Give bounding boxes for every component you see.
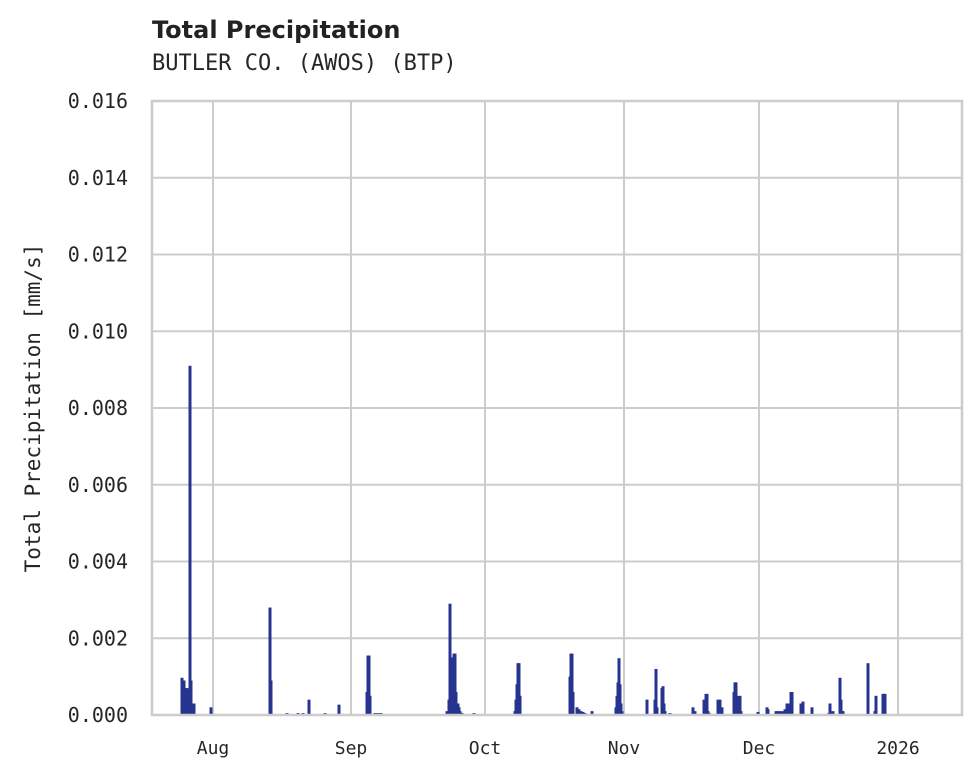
precip-bar bbox=[785, 703, 789, 715]
precip-bar bbox=[209, 707, 213, 715]
chart-title: Total Precipitation bbox=[152, 16, 401, 44]
x-tick-label: Sep bbox=[335, 738, 368, 759]
plot-frame bbox=[150, 99, 964, 717]
x-tick-label: Nov bbox=[608, 738, 641, 759]
grid-lines bbox=[152, 100, 962, 716]
y-tick-label: 0.006 bbox=[68, 473, 128, 497]
precip-bar bbox=[705, 693, 709, 715]
precip-bar bbox=[661, 686, 665, 715]
precip-bar bbox=[866, 663, 870, 715]
y-tick-label: 0.008 bbox=[68, 396, 128, 420]
precip-bar bbox=[766, 709, 770, 715]
precip-bar bbox=[182, 680, 186, 715]
precip-bar bbox=[337, 704, 341, 715]
precip-bar bbox=[619, 703, 623, 715]
precip-bar bbox=[575, 707, 579, 715]
precip-bar bbox=[781, 711, 785, 715]
precip-bar bbox=[577, 709, 581, 715]
precip-bar bbox=[874, 695, 878, 715]
x-tick-label: Oct bbox=[469, 738, 502, 759]
precip-bar bbox=[778, 711, 782, 715]
precip-bar bbox=[839, 699, 843, 715]
y-tick-label: 0.010 bbox=[68, 319, 128, 343]
precip-bar bbox=[662, 703, 666, 715]
precip-bar bbox=[655, 707, 659, 715]
x-tick-label: Dec bbox=[743, 738, 776, 759]
precip-bar bbox=[735, 695, 739, 715]
precip-bar bbox=[368, 695, 372, 715]
x-tick-label: 2026 bbox=[876, 738, 919, 759]
precip-bar bbox=[517, 663, 521, 715]
y-axis-label: Total Precipitation [mm/s] bbox=[21, 244, 45, 573]
precip-bar bbox=[571, 691, 575, 715]
chart-subtitle: BUTLER CO. (AWOS) (BTP) bbox=[152, 51, 457, 76]
precip-bar bbox=[799, 703, 803, 715]
precip-bar bbox=[367, 655, 371, 715]
y-tick-label: 0.000 bbox=[68, 703, 128, 727]
precip-bar bbox=[693, 711, 697, 715]
precip-bar bbox=[269, 680, 273, 715]
precip-bar bbox=[787, 703, 791, 715]
precip-bar bbox=[756, 711, 760, 715]
precip-bar bbox=[739, 711, 743, 715]
precip-bar bbox=[810, 707, 814, 715]
precip-bar bbox=[663, 711, 667, 715]
precip-bar bbox=[192, 703, 196, 715]
precip-bar bbox=[783, 709, 787, 715]
precip-bar bbox=[831, 711, 835, 715]
precip-bar bbox=[570, 653, 574, 715]
y-axis-ticks: 0.000 0.002 0.004 0.006 0.008 0.010 0.012 0.014… bbox=[68, 89, 128, 727]
precip-bar bbox=[180, 677, 184, 715]
x-axis-ticks: Aug Sep Oct Nov Dec 2026 bbox=[197, 738, 920, 759]
y-tick-label: 0.004 bbox=[68, 550, 128, 574]
precip-bar bbox=[718, 699, 722, 715]
precip-bar bbox=[776, 711, 780, 715]
precip-bar bbox=[185, 688, 189, 715]
precip-bar bbox=[581, 711, 585, 715]
precip-bar bbox=[518, 695, 522, 715]
precip-bar bbox=[720, 707, 724, 715]
precip-bar bbox=[188, 365, 192, 715]
precip-bar bbox=[828, 703, 832, 715]
precip-bar bbox=[841, 711, 845, 715]
precip-bar bbox=[307, 699, 311, 715]
precip-bar bbox=[774, 711, 778, 715]
precip-bar bbox=[268, 607, 272, 715]
precipitation-bars bbox=[180, 365, 887, 715]
y-tick-label: 0.012 bbox=[68, 243, 128, 267]
precip-bar bbox=[445, 711, 449, 715]
precip-bar bbox=[645, 699, 649, 715]
precip-bar bbox=[691, 707, 695, 715]
precip-bar bbox=[738, 695, 742, 715]
precip-bar bbox=[189, 680, 193, 715]
precip-bar bbox=[838, 677, 842, 715]
y-tick-label: 0.002 bbox=[68, 626, 128, 650]
precip-bar bbox=[620, 711, 624, 715]
precip-bar bbox=[883, 693, 887, 715]
precip-bar bbox=[702, 699, 706, 715]
y-tick-label: 0.016 bbox=[68, 89, 128, 113]
precip-bar bbox=[590, 711, 594, 715]
precip-bar bbox=[790, 691, 794, 715]
y-tick-label: 0.014 bbox=[68, 166, 128, 190]
precip-bar bbox=[716, 699, 720, 715]
precip-bar bbox=[654, 668, 658, 715]
precip-bar bbox=[579, 711, 583, 715]
precip-bar bbox=[618, 684, 622, 715]
precip-bar bbox=[801, 701, 805, 715]
precip-bar bbox=[453, 653, 457, 715]
x-tick-label: Aug bbox=[197, 738, 230, 759]
